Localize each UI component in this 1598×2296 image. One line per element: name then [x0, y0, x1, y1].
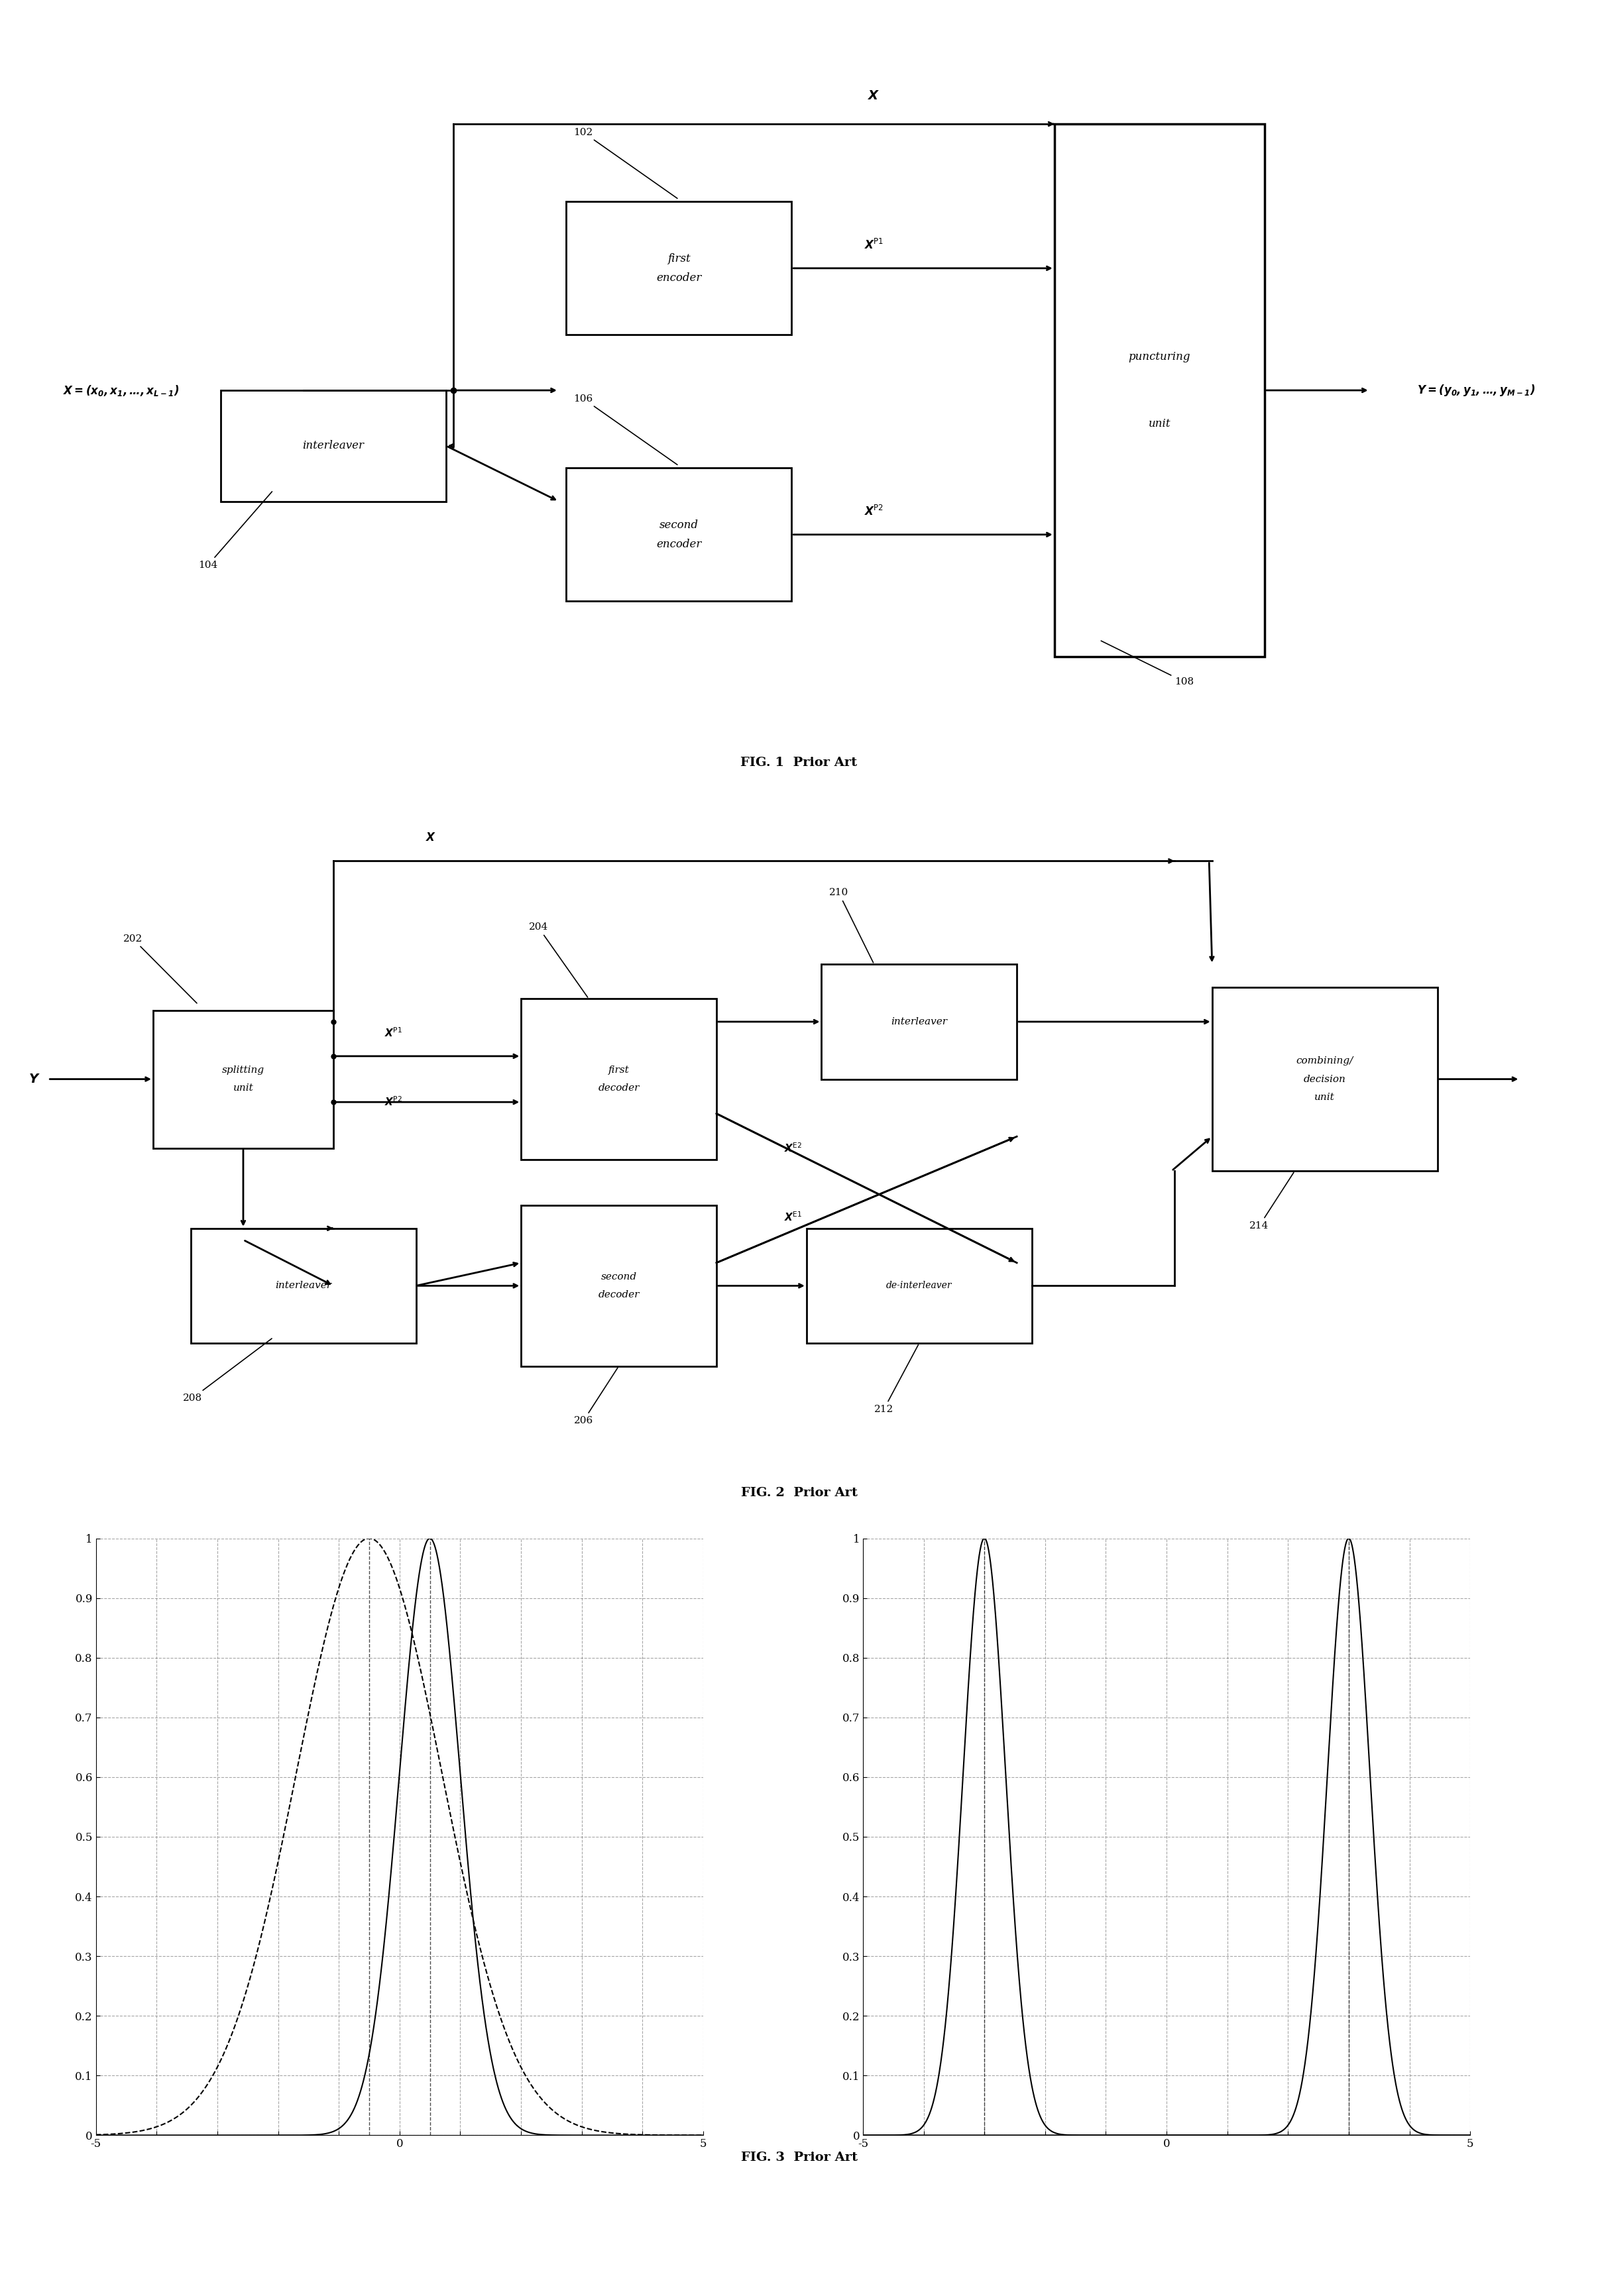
FancyBboxPatch shape [153, 1010, 334, 1148]
FancyBboxPatch shape [1211, 987, 1438, 1171]
Text: unit: unit [233, 1084, 254, 1093]
Text: FIG. 1  Prior Art: FIG. 1 Prior Art [740, 755, 858, 769]
Text: second: second [601, 1272, 636, 1281]
Text: second: second [660, 519, 698, 530]
FancyBboxPatch shape [521, 999, 716, 1159]
Text: $\bfit{Y}$: $\bfit{Y}$ [29, 1072, 40, 1086]
Text: $\bfit{X}$: $\bfit{X}$ [425, 833, 436, 845]
Text: 206: 206 [574, 1368, 618, 1426]
FancyBboxPatch shape [221, 390, 446, 501]
Text: $\bfit{X}=(x_0, x_1, \ldots, x_{L-1})$: $\bfit{X}=(x_0, x_1, \ldots, x_{L-1})$ [62, 383, 179, 397]
Text: $\bfit{X}^{\rm P2}$: $\bfit{X}^{\rm P2}$ [865, 505, 884, 519]
Text: $\bfit{Y}=(y_0, y_1, \ldots, y_{M-1})$: $\bfit{Y}=(y_0, y_1, \ldots, y_{M-1})$ [1417, 383, 1536, 397]
Text: 108: 108 [1101, 641, 1194, 687]
Text: decision: decision [1304, 1075, 1346, 1084]
FancyBboxPatch shape [1055, 124, 1264, 657]
FancyBboxPatch shape [807, 1228, 1032, 1343]
Text: encoder: encoder [657, 540, 702, 549]
Text: 212: 212 [874, 1345, 919, 1414]
Text: 204: 204 [529, 923, 588, 996]
Text: 104: 104 [198, 491, 272, 569]
Text: interleaver: interleaver [302, 441, 364, 452]
Text: 102: 102 [574, 129, 678, 197]
Text: 106: 106 [574, 395, 678, 464]
FancyBboxPatch shape [821, 964, 1016, 1079]
FancyBboxPatch shape [566, 468, 791, 602]
Text: decoder: decoder [598, 1084, 639, 1093]
Text: 208: 208 [184, 1339, 272, 1403]
Text: 210: 210 [829, 889, 873, 962]
Text: $\bfit{X}^{\rm P2}$: $\bfit{X}^{\rm P2}$ [385, 1095, 403, 1109]
Text: combining/: combining/ [1296, 1056, 1354, 1065]
Text: unit: unit [1315, 1093, 1334, 1102]
FancyBboxPatch shape [190, 1228, 415, 1343]
FancyBboxPatch shape [566, 202, 791, 335]
Text: first: first [668, 253, 690, 264]
Text: de-interleaver: de-interleaver [887, 1281, 952, 1290]
Text: unit: unit [1149, 418, 1171, 429]
Text: decoder: decoder [598, 1290, 639, 1300]
Text: 214: 214 [1250, 1173, 1294, 1231]
Text: FIG. 2  Prior Art: FIG. 2 Prior Art [741, 1488, 857, 1499]
Text: 202: 202 [123, 934, 197, 1003]
Text: interleaver: interleaver [275, 1281, 331, 1290]
Text: $\bfit{X}^{\rm E2}$: $\bfit{X}^{\rm E2}$ [785, 1141, 802, 1155]
Text: FIG. 3  Prior Art: FIG. 3 Prior Art [741, 2151, 857, 2163]
Text: puncturing: puncturing [1128, 351, 1191, 363]
Text: interleaver: interleaver [892, 1017, 948, 1026]
FancyBboxPatch shape [521, 1205, 716, 1366]
Text: splitting: splitting [222, 1065, 264, 1075]
Text: $\bfit{X}$: $\bfit{X}$ [868, 90, 880, 101]
Text: first: first [609, 1065, 630, 1075]
Text: $\bfit{X}^{\rm P1}$: $\bfit{X}^{\rm P1}$ [865, 239, 884, 253]
Text: $\bfit{X}^{\rm P1}$: $\bfit{X}^{\rm P1}$ [385, 1026, 403, 1038]
Text: $\bfit{X}^{\rm E1}$: $\bfit{X}^{\rm E1}$ [785, 1210, 802, 1224]
Text: encoder: encoder [657, 273, 702, 282]
